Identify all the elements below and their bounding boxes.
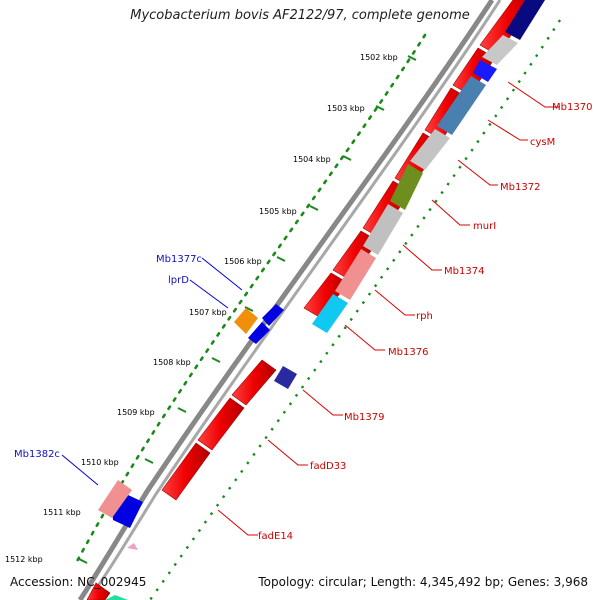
topology-text: Topology: circular; Length: 4,345,492 bp… <box>258 575 588 589</box>
reverse-genes <box>98 304 284 550</box>
kbp-tick-1512: 1512 kbp <box>5 555 88 564</box>
leader-mb1377c <box>201 257 243 291</box>
gene-label-mb1382c: Mb1382c <box>14 449 60 460</box>
kbp-label: 1504 kbp <box>293 155 331 164</box>
gene-label-murI: murI <box>473 221 496 232</box>
kbp-label: 1511 kbp <box>43 508 81 517</box>
kbp-tick-1510: 1510 kbp <box>81 458 154 467</box>
kbp-label: 1505 kbp <box>259 207 297 216</box>
gene-label-mb1374: Mb1374 <box>444 266 484 277</box>
leader-mb1376 <box>344 324 385 351</box>
kbp-label: 1509 kbp <box>117 408 155 417</box>
gene-labels: Mb1370 cysM Mb1372 murI Mb1374 rph Mb137… <box>14 102 592 542</box>
leader-cysM <box>487 119 528 141</box>
cds-olive-murI <box>390 164 423 210</box>
leader-mb1379 <box>302 389 343 416</box>
cds-steel-cysM <box>437 76 486 135</box>
map-title: Mycobacterium bovis AF2122/97, complete … <box>130 8 470 23</box>
kbp-tick-1506: 1506 kbp <box>224 256 286 266</box>
gene-label-mb1377c: Mb1377c <box>156 254 202 265</box>
kbp-label: 1512 kbp <box>5 555 43 564</box>
kbp-tick-1509: 1509 kbp <box>117 407 187 417</box>
leader-mb1382c <box>61 454 99 486</box>
leader-murI <box>431 199 470 226</box>
gene-label-mb1376: Mb1376 <box>388 347 428 358</box>
cds-track <box>105 0 545 600</box>
gene-label-lprD: lprD <box>168 275 189 286</box>
gene-label-mb1379: Mb1379 <box>344 412 384 423</box>
gene-label-mb1372: Mb1372 <box>500 182 540 193</box>
kbp-tick-1504: 1504 kbp <box>293 155 352 164</box>
leader-lines <box>61 81 560 536</box>
kbp-ticks: 1502 kbp 1503 kbp 1504 kbp 1505 kbp 1506… <box>5 53 417 564</box>
leader-mb1374 <box>402 244 442 271</box>
cds-grey-top <box>482 35 518 65</box>
leader-lprD <box>189 279 229 309</box>
gene-label-rph: rph <box>416 311 433 322</box>
cds-salmon-rph <box>335 249 376 300</box>
leader-rph <box>374 289 415 316</box>
kbp-tick-1502: 1502 kbp <box>360 53 417 62</box>
cds-cyan-mb1376 <box>312 294 348 333</box>
kbp-tick-1507: 1507 kbp <box>189 306 254 317</box>
gene-label-fadD33: fadD33 <box>310 461 346 472</box>
kbp-label: 1506 kbp <box>224 257 262 266</box>
leader-fadD33 <box>267 439 308 466</box>
gene-arrow-pink-small <box>127 543 138 550</box>
leader-fadE14 <box>217 509 258 536</box>
gene-label-fadE14: fadE14 <box>258 531 293 542</box>
accession-text: Accession: NC_002945 <box>10 575 147 589</box>
gene-arrow-mb1377c <box>262 304 284 326</box>
backbone-outer <box>77 0 495 600</box>
cds-navy-mb1379 <box>274 366 297 389</box>
gene-label-mb1370: Mb1370 <box>552 102 592 113</box>
gene-arrow-lprD-blue <box>248 322 270 344</box>
kbp-tick-1503: 1503 kbp <box>327 104 385 113</box>
cds-grey-mb1372 <box>410 129 450 170</box>
scale-circle <box>73 33 427 567</box>
kbp-tick-1508: 1508 kbp <box>153 357 221 367</box>
cds-blue-mb1370 <box>473 60 497 82</box>
gene-arrow-fadD33 <box>197 397 245 451</box>
cds-dark-blue <box>505 0 545 40</box>
kbp-label: 1503 kbp <box>327 104 365 113</box>
kbp-label: 1507 kbp <box>189 308 227 317</box>
leader-mb1372 <box>457 159 498 186</box>
gene-label-cysM: cysM <box>530 137 555 148</box>
gene-arrow-mb1379 <box>231 359 277 406</box>
kbp-label: 1508 kbp <box>153 358 191 367</box>
backbone-inner <box>86 0 502 600</box>
gene-arrow-orange <box>234 308 258 334</box>
gene-arrow-salmon-rev <box>98 480 132 518</box>
cds-grey-mb1374 <box>363 204 403 255</box>
cds-green-bottom <box>105 595 128 600</box>
gene-arrow-bottom <box>86 582 111 600</box>
kbp-label: 1502 kbp <box>360 53 398 62</box>
leader-mb1370 <box>507 81 560 108</box>
kbp-tick-1505: 1505 kbp <box>259 205 319 216</box>
kbp-label: 1510 kbp <box>81 458 119 467</box>
gene-arrow-fadE14 <box>161 442 211 501</box>
